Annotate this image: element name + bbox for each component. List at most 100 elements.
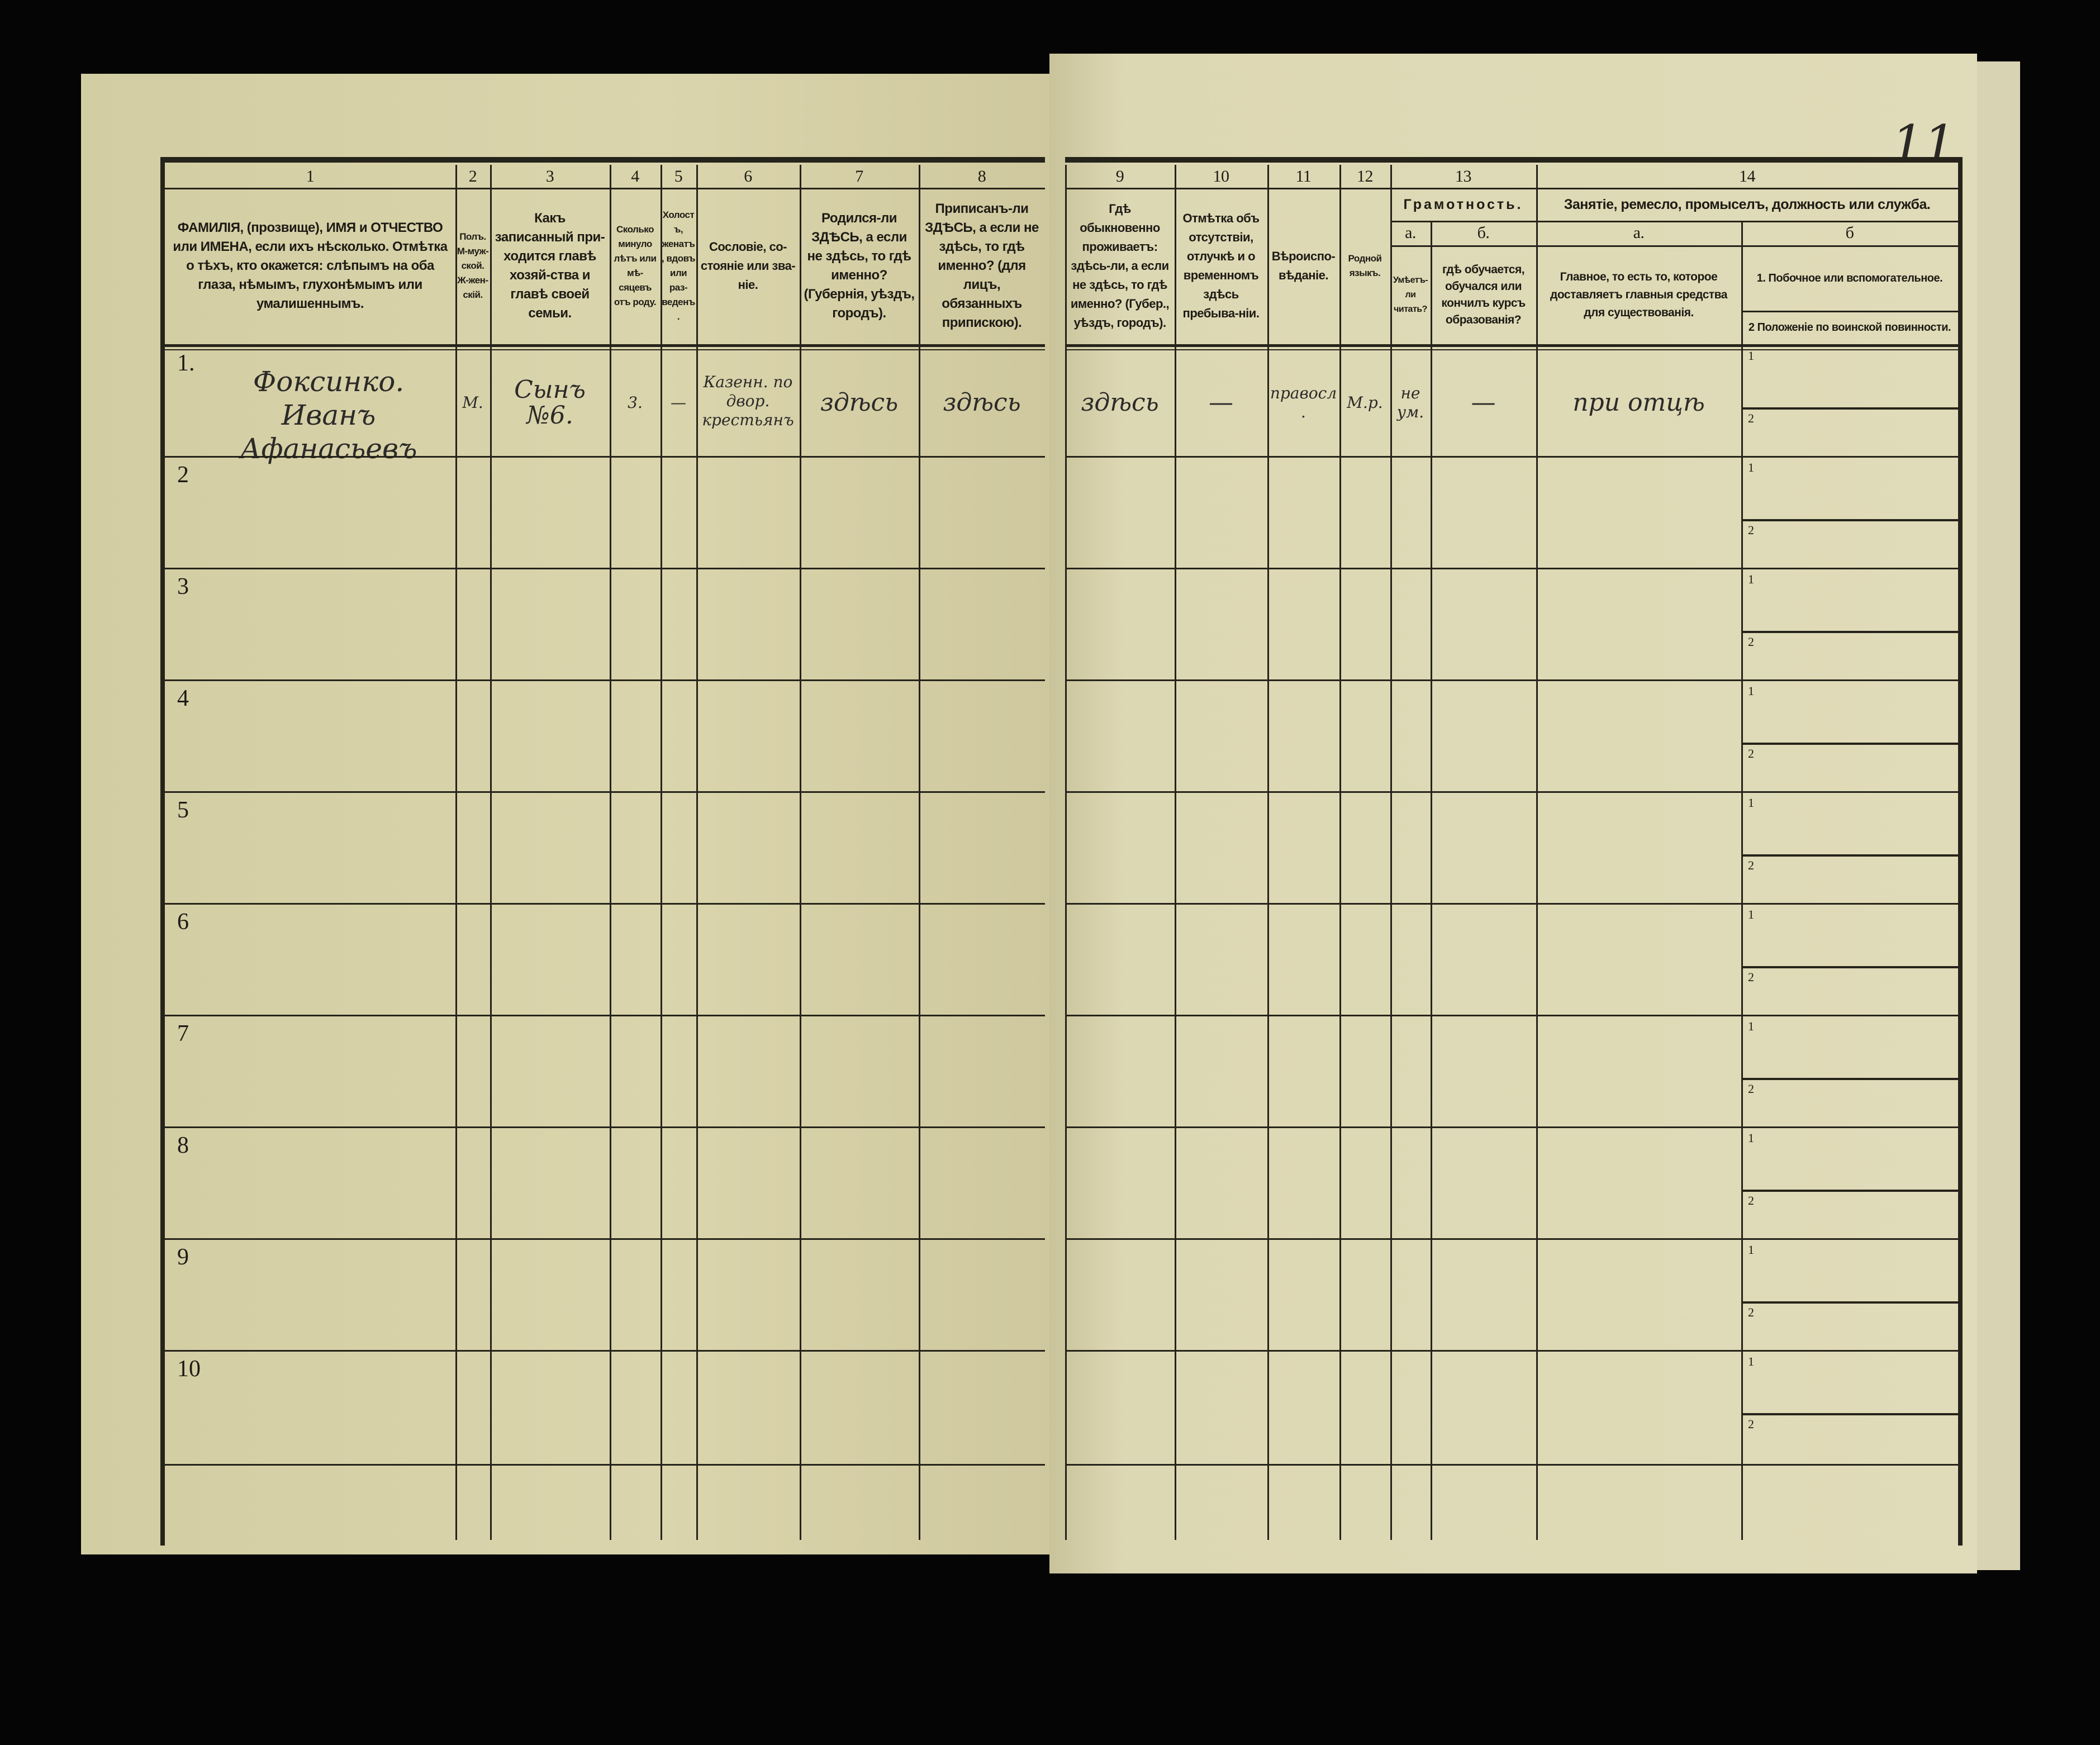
column-line [661,165,662,1540]
sub-line-divider [1741,1190,1958,1192]
handwritten-entry: — [671,393,686,412]
sub-line-divider [1741,1078,1958,1080]
column-header-14a: Главное, то есть то, которое доставляетъ… [1550,270,1727,319]
sub-line-divider [1741,519,1958,521]
handwritten-entry: не ум. [1396,384,1424,421]
row-divider [1065,791,1958,793]
column-header-14b-2: 2 Положеніе по воинской повинности. [1748,321,1951,334]
row-divider [1065,1350,1958,1352]
row-number: 10 [177,1356,201,1382]
row-number: 1. [177,350,195,376]
row-number: 5 [177,797,189,823]
column-line [1175,165,1176,1540]
column-line [1339,165,1341,1540]
column-header-13b: гдѣ обучается, обучался или кончилъ курс… [1441,263,1526,326]
column-header-9: Гдѣ обыкновенно проживаетъ: здѣсь-ли, а … [1070,202,1170,330]
sub-line-label: 2 [1748,1305,1754,1319]
sub-line-label: 1 [1748,907,1754,921]
handwritten-entry: — [1471,388,1496,417]
rule-line [165,349,1045,350]
row-divider [1065,1015,1958,1016]
column-line [696,165,698,1540]
sub-line-divider [1741,407,1958,410]
sub-line-label: 2 [1748,1082,1754,1096]
top-thick-rule [1065,157,1963,163]
column-header-12: Родной языкъ. [1348,253,1382,278]
sub-line-label: 1 [1748,572,1754,586]
row-divider [165,903,1045,905]
row-divider [165,1126,1045,1128]
column-header-8: Приписанъ-ли ЗДѢСЬ, а если не здѣсь, то … [925,201,1039,330]
occupation-group-title: Занятіе, ремесло, промыселъ, должность и… [1564,196,1931,212]
rule-line [1065,188,1958,189]
row-divider [165,456,1045,458]
column-header-6: Сословіе, со-стояніе или зва-ніе. [700,240,796,292]
row-number: 8 [177,1133,189,1158]
sub-letter: б. [1477,224,1490,242]
column-number: 3 [545,167,554,186]
column-header-5: Холостъ, женатъ, вдовъ или раз-веденъ. [662,210,696,322]
column-number: 5 [674,167,683,186]
sub-line-divider [1741,631,1958,633]
column-number: 9 [1115,167,1124,186]
column-number: 2 [468,167,477,186]
handwritten-entry: М. [462,393,483,412]
sub-line-label: 1 [1748,1019,1754,1033]
sub-letter: б [1845,224,1854,242]
column-header-10: Отмѣтка объ отсутствіи, отлучкѣ и о врем… [1182,211,1260,320]
column-line [1741,221,1743,1540]
row-number: 7 [177,1021,189,1047]
literacy-group-title: Грамотность. [1403,196,1523,212]
sub-line-label: 2 [1748,747,1754,760]
row-number: 6 [177,909,189,935]
column-header-4: Сколько минуло лѣтъ или мѣ-сяцевъ отъ ро… [614,224,657,307]
rule-line [1065,349,1958,350]
handwritten-entry: Сынъ №6. [514,375,586,430]
row-divider [1065,1126,1958,1128]
column-header-1: ФАМИЛІЯ, (прозвище), ИМЯ и ОТЧЕСТВО или … [173,220,448,311]
sub-line-label: 2 [1748,411,1754,425]
column-number: 12 [1357,167,1374,186]
sub-line-label: 2 [1748,970,1754,984]
column-header-3: Какъ записанный при-ходится главѣ хозяй-… [495,211,605,321]
right-thick-border [1958,157,1963,1546]
handwritten-entry: Казенн. по двор. крестьянъ [702,373,794,429]
row-divider [165,1015,1045,1016]
rule-line [1390,245,1958,247]
sub-line-label: 2 [1748,523,1754,537]
handwritten-entry: здѣсь [820,388,899,417]
sub-line-label: 2 [1748,635,1754,649]
row-divider [1065,1238,1958,1240]
row-number: 2 [177,462,189,488]
row-divider [165,1350,1045,1352]
row-number: 4 [177,686,189,711]
header-bottom-rule [1065,344,1958,347]
column-number: 8 [977,167,986,186]
handwritten-entry: здѣсь [943,388,1021,417]
sub-line-label: 1 [1748,796,1754,810]
column-number: 11 [1295,167,1312,186]
handwritten-entry: — [1209,388,1233,417]
sub-letter: а. [1633,224,1645,242]
sub-line-label: 1 [1748,684,1754,698]
handwritten-entry: при отцѣ [1572,388,1705,417]
row-divider [165,791,1045,793]
column-line [455,165,457,1540]
column-header-7: Родился-ли ЗДѢСЬ, а если не здѣсь, то гд… [804,211,915,321]
column-number: 6 [744,167,752,186]
column-line [1390,165,1392,1540]
column-line [1065,165,1067,1540]
row-divider [1065,679,1958,681]
column-line [919,165,920,1540]
sub-line-label: 2 [1748,1194,1754,1207]
sub-line-label: 1 [1748,460,1754,474]
column-number: 1 [306,167,315,186]
column-line [490,165,492,1540]
sub-letter: а. [1405,224,1416,242]
row-divider [165,1464,1045,1466]
column-line [1431,221,1432,1540]
column-number: 14 [1739,167,1756,186]
column-line [1536,165,1538,1540]
rule-line [1741,311,1958,312]
